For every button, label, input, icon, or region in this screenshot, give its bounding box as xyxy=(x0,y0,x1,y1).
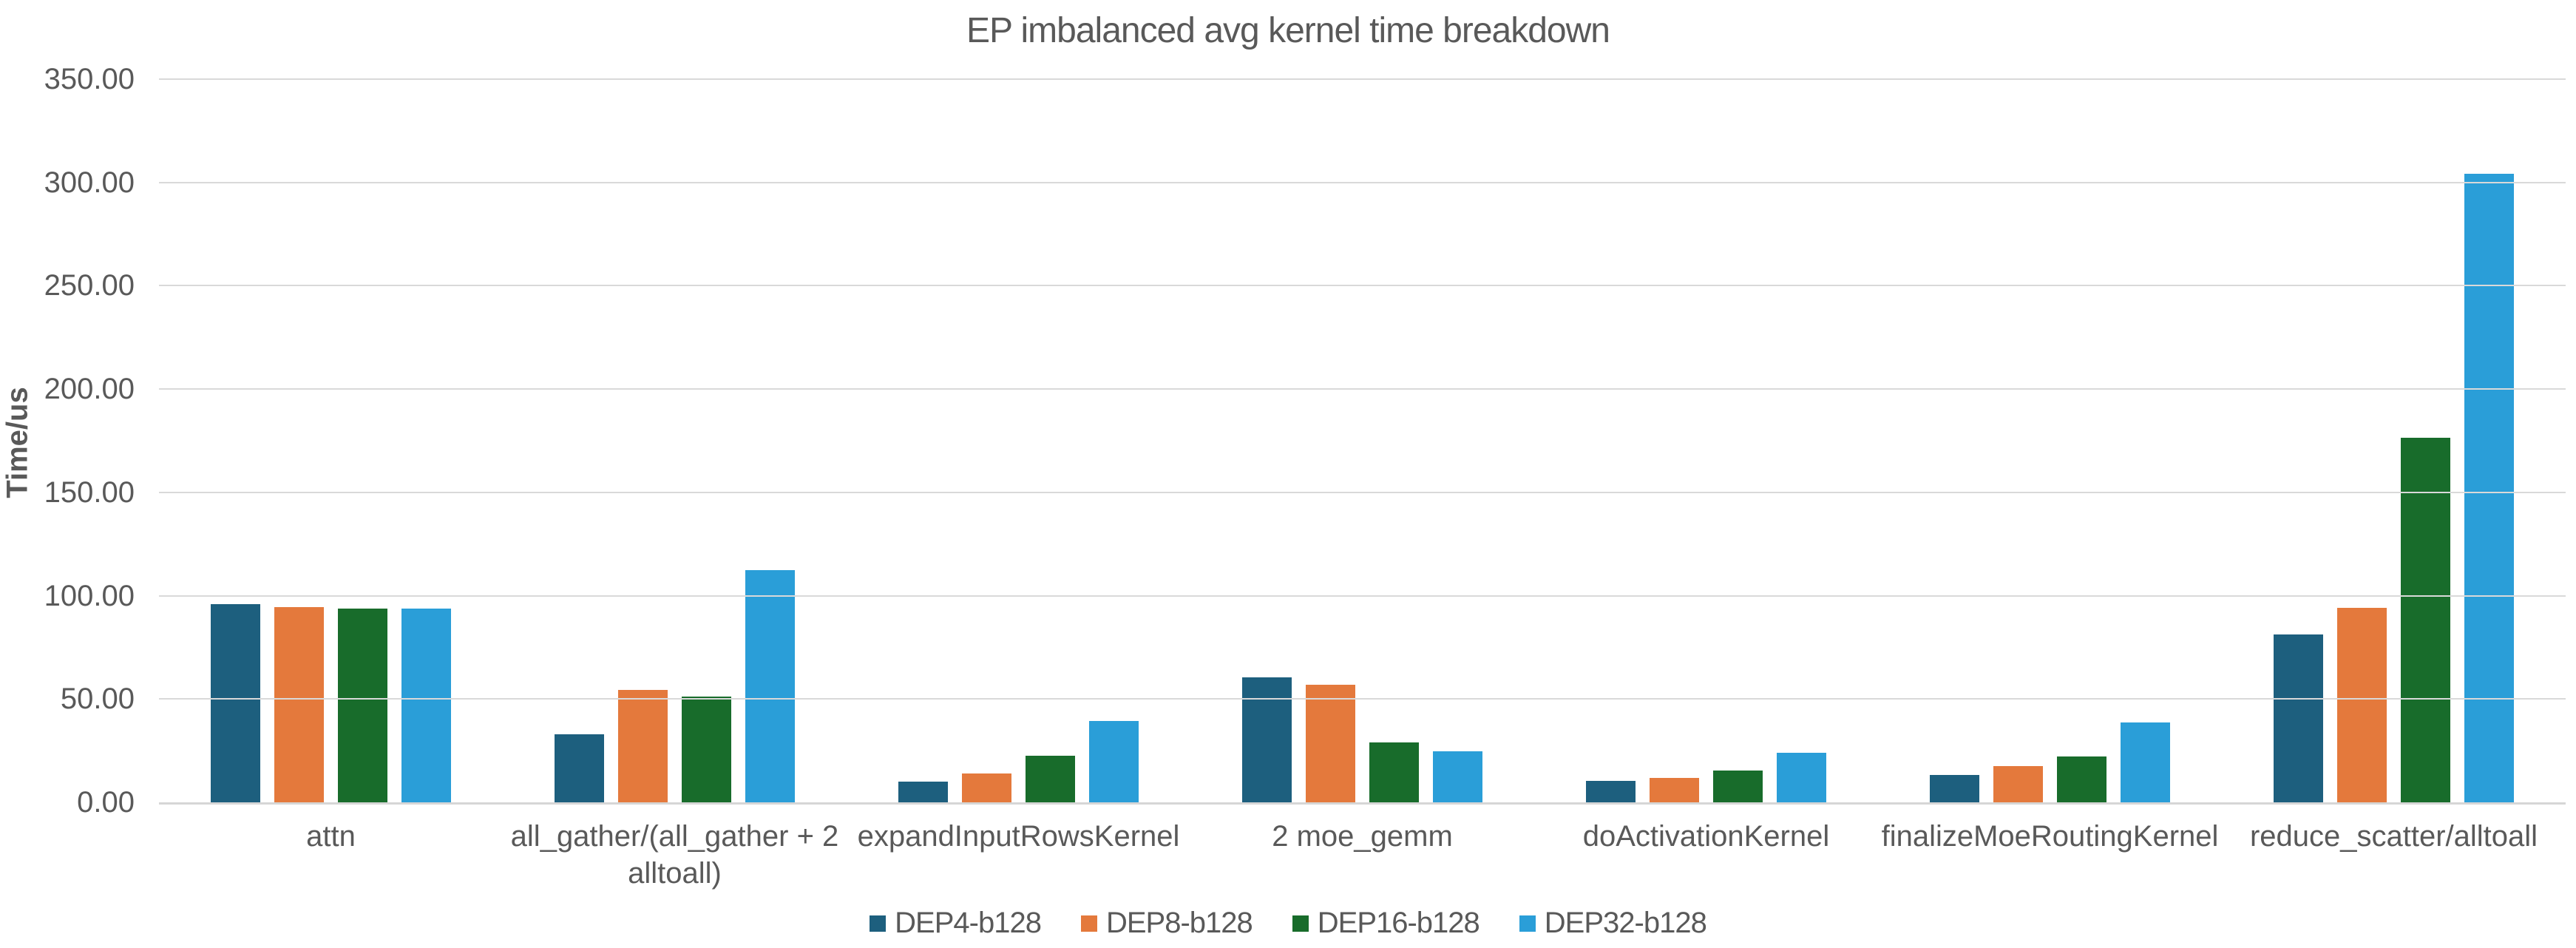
y-tick-label: 50.00 xyxy=(60,683,135,716)
x-category-label-line: expandInputRowsKernel xyxy=(857,820,1180,853)
x-category-label-line: all_gather/(all_gather + 2 xyxy=(510,820,839,853)
bar xyxy=(1650,778,1699,802)
bar xyxy=(401,609,451,802)
bar-group xyxy=(1190,79,1534,802)
bar xyxy=(2401,438,2450,802)
bar xyxy=(2057,756,2106,802)
bar xyxy=(274,607,324,802)
y-tick-label: 100.00 xyxy=(44,579,135,612)
legend-item: DEP8-b128 xyxy=(1080,907,1253,940)
legend-label: DEP32-b128 xyxy=(1544,907,1707,939)
bar-group xyxy=(1878,79,2222,802)
gridline xyxy=(159,698,2566,700)
legend: DEP4-b128 DEP8-b128 DEP16-b128 DEP32-b128 xyxy=(0,907,2576,940)
y-tick-label: 200.00 xyxy=(44,373,135,406)
bar-groups xyxy=(159,79,2566,802)
bar xyxy=(1777,753,1826,802)
x-category-label-line: finalizeMoeRoutingKernel xyxy=(1881,820,2219,853)
gridline xyxy=(159,388,2566,390)
bar xyxy=(1586,781,1636,802)
gridline xyxy=(159,181,2566,183)
bar-group xyxy=(2222,79,2566,802)
bar xyxy=(2274,634,2323,802)
bar-group xyxy=(159,79,503,802)
y-axis-tick-labels: 0.00 50.00 100.00 150.00 200.00 250.00 300.00 3… xyxy=(0,0,135,948)
legend-item: DEP4-b128 xyxy=(870,907,1042,940)
bar-group xyxy=(1534,79,1878,802)
legend-label: DEP16-b128 xyxy=(1317,907,1480,939)
gridline xyxy=(159,595,2566,597)
bar xyxy=(618,690,668,802)
bar xyxy=(1930,775,1979,802)
legend-item: DEP16-b128 xyxy=(1292,907,1480,940)
x-category-label: reduce_scatter/alltoall xyxy=(2222,818,2566,892)
x-category-label-line: attn xyxy=(306,820,356,853)
chart-title: EP imbalanced avg kernel time breakdown xyxy=(966,11,1610,50)
bar xyxy=(898,782,948,802)
legend-swatch-icon xyxy=(870,915,887,932)
x-category-label-line: reduce_scatter/alltoall xyxy=(2249,820,2538,853)
bar-group xyxy=(847,79,1190,802)
legend-label: DEP8-b128 xyxy=(1105,907,1253,939)
bar xyxy=(962,773,1011,802)
bar xyxy=(745,570,795,802)
x-category-label: all_gather/(all_gather + 2 alltoall) xyxy=(503,818,847,892)
y-tick-label: 350.00 xyxy=(44,63,135,95)
legend-item: DEP32-b128 xyxy=(1519,907,1707,940)
x-category-label: doActivationKernel xyxy=(1534,818,1878,892)
bar xyxy=(2464,174,2514,802)
x-category-label: attn xyxy=(159,818,503,892)
bar xyxy=(211,604,260,802)
bar xyxy=(1369,742,1419,802)
x-category-label-line: 2 moe_gemm xyxy=(1272,820,1453,853)
bar xyxy=(682,697,731,802)
bar xyxy=(338,609,387,802)
y-tick-label: 250.00 xyxy=(44,269,135,302)
x-category-label: finalizeMoeRoutingKernel xyxy=(1878,818,2222,892)
gridline xyxy=(159,285,2566,287)
legend-label: DEP4-b128 xyxy=(895,907,1042,939)
y-tick-label: 300.00 xyxy=(44,166,135,199)
gridline xyxy=(159,78,2566,80)
bar xyxy=(1713,771,1763,802)
x-category-label: 2 moe_gemm xyxy=(1190,818,1534,892)
legend-swatch-icon xyxy=(1519,915,1536,932)
plot-area xyxy=(159,78,2566,805)
x-category-label-line: doActivationKernel xyxy=(1582,820,1830,853)
bar xyxy=(555,734,604,802)
bar xyxy=(1089,721,1139,802)
x-axis-category-labels: attn all_gather/(all_gather + 2 alltoall) e… xyxy=(159,818,2566,892)
x-category-label: expandInputRowsKernel xyxy=(847,818,1190,892)
gridline xyxy=(159,491,2566,493)
bar xyxy=(1242,677,1292,802)
bar xyxy=(1306,685,1355,802)
bar xyxy=(1433,751,1482,802)
legend-swatch-icon xyxy=(1080,915,1097,932)
bar xyxy=(2337,608,2387,802)
legend-swatch-icon xyxy=(1292,915,1309,932)
bar-group xyxy=(503,79,847,802)
bar xyxy=(1026,756,1075,802)
y-tick-label: 150.00 xyxy=(44,475,135,509)
bar xyxy=(1993,766,2043,802)
bar xyxy=(2121,722,2170,802)
y-tick-label: 0.00 xyxy=(77,786,135,819)
x-category-label-line: alltoall) xyxy=(628,857,722,890)
